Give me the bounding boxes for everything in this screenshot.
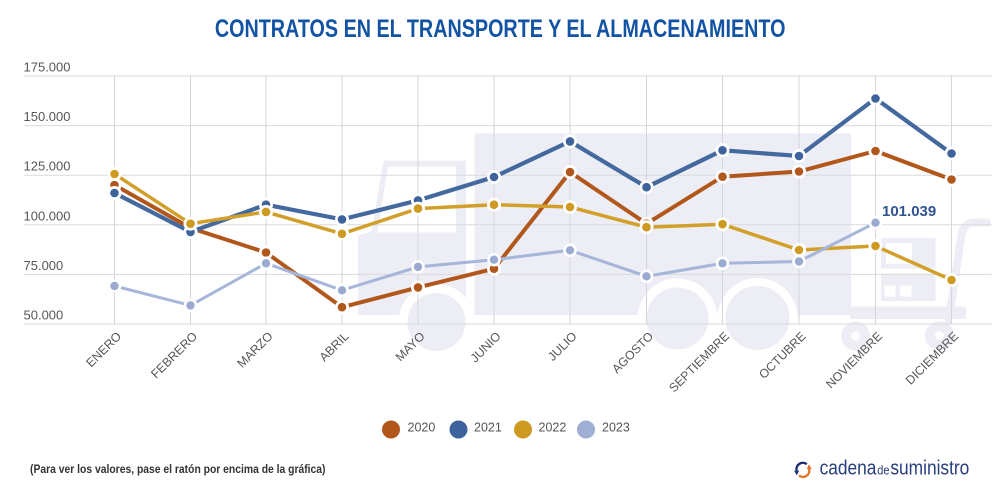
svg-text:JULIO: JULIO [545, 329, 580, 364]
svg-text:2020: 2020 [408, 421, 436, 435]
svg-text:150.000: 150.000 [24, 109, 71, 124]
svg-text:JUNIO: JUNIO [468, 329, 504, 365]
svg-text:cadenadesuministro: cadenadesuministro [820, 457, 970, 480]
svg-text:2021: 2021 [474, 421, 502, 435]
svg-text:MARZO: MARZO [234, 329, 275, 370]
svg-text:2022: 2022 [539, 421, 567, 435]
svg-text:2023: 2023 [602, 421, 630, 435]
svg-text:50.000: 50.000 [24, 308, 64, 323]
svg-text:101.039: 101.039 [882, 203, 936, 220]
svg-text:75.000: 75.000 [24, 258, 64, 273]
svg-text:125.000: 125.000 [24, 159, 71, 174]
svg-text:175.000: 175.000 [24, 60, 71, 75]
svg-text:FEBRERO: FEBRERO [148, 329, 200, 381]
svg-text:100.000: 100.000 [24, 208, 71, 223]
svg-text:ENERO: ENERO [83, 329, 124, 370]
svg-text:AGOSTO: AGOSTO [609, 329, 656, 376]
svg-text:ABRIL: ABRIL [317, 329, 352, 364]
